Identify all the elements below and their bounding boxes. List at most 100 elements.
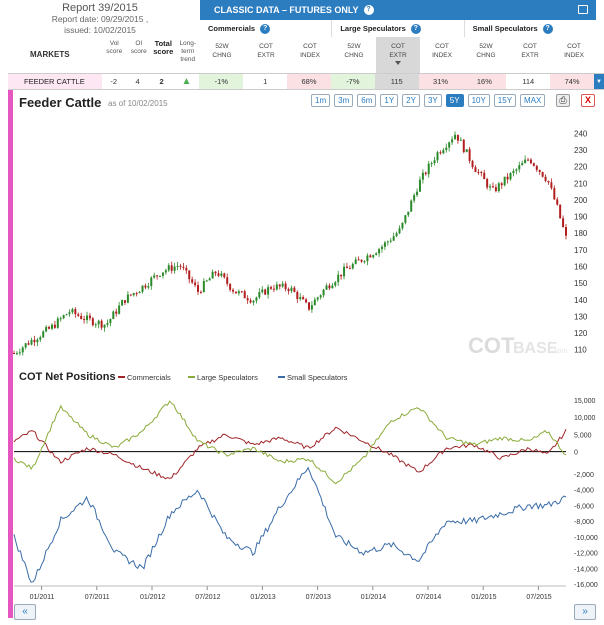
candle-body: [88, 315, 91, 319]
candle-body: [97, 320, 100, 325]
help-icon[interactable]: ?: [260, 23, 271, 34]
candle-body: [421, 172, 424, 180]
price-tick-label: 180: [574, 229, 588, 238]
range-button-2y[interactable]: 2Y: [402, 94, 420, 107]
candle-body: [258, 292, 261, 298]
price-tick-label: 200: [574, 196, 588, 205]
help-icon[interactable]: ?: [542, 23, 553, 34]
group-small-speculators: Small Speculators?: [463, 20, 596, 37]
candle-body: [211, 271, 214, 279]
candle-body: [59, 318, 62, 320]
candle-body: [56, 318, 59, 328]
range-button-1y[interactable]: 1Y: [380, 94, 399, 107]
col-header[interactable]: COT EXTR: [257, 43, 275, 59]
candle-body: [156, 275, 159, 277]
candle-body: [489, 186, 492, 188]
candle-body: [343, 266, 346, 277]
candle-body: [83, 319, 86, 321]
candle-body: [74, 309, 77, 315]
print-icon[interactable]: [578, 5, 588, 14]
candle-body: [337, 274, 340, 283]
col-header[interactable]: 52W CHNG: [212, 43, 232, 59]
cot-tick-label: 5,000: [574, 432, 592, 439]
help-icon[interactable]: ?: [410, 23, 421, 34]
market-row[interactable]: FEEDER CATTLE -2 4 2 ▲ -1% 1 68% -7% 115…: [8, 73, 604, 90]
range-button-max[interactable]: MAX: [520, 94, 546, 107]
candle-body: [217, 273, 220, 276]
chart-as-of: as of 10/02/2015: [108, 99, 168, 108]
candle-body: [182, 266, 185, 268]
col-header[interactable]: COT INDEX: [300, 43, 320, 59]
candle-body: [500, 183, 503, 186]
candle-body: [392, 236, 395, 241]
candle-body: [296, 291, 299, 300]
candle-body: [427, 163, 430, 175]
range-button-3y[interactable]: 3Y: [423, 94, 442, 107]
cot-tick-label: 15,000: [574, 398, 596, 405]
col-header[interactable]: 52W CHNG: [476, 43, 496, 59]
group-commercials: Commercials?: [200, 20, 331, 37]
price-tick-label: 120: [574, 329, 588, 338]
candle-body: [547, 180, 550, 183]
cot-tick-label: -16,000: [574, 582, 598, 589]
candle-body: [325, 285, 328, 290]
candle-body: [33, 339, 36, 343]
candle-body: [378, 249, 381, 254]
comm-cot-extr: 1: [263, 77, 268, 86]
range-button-10y[interactable]: 10Y: [467, 94, 490, 107]
col-header[interactable]: 52W CHNG: [344, 43, 364, 59]
candle-body: [62, 315, 65, 319]
close-chart-button[interactable]: X: [581, 94, 595, 107]
next-page-button[interactable]: »: [574, 604, 596, 620]
col-header[interactable]: COT INDEX: [564, 43, 584, 59]
col-header[interactable]: COT EXTR: [521, 43, 539, 59]
range-button-15y[interactable]: 15Y: [493, 94, 517, 107]
candle-body: [272, 288, 275, 290]
candle-body: [42, 331, 45, 338]
scroll-down-icon[interactable]: ▼: [594, 74, 604, 89]
score-headers: Vol score OI score Total score Long-term…: [102, 40, 200, 70]
candle-body: [389, 240, 392, 242]
candle-body: [194, 282, 197, 286]
candle-body: [544, 176, 547, 181]
candle-body: [497, 183, 500, 192]
trend-cell: ▲: [174, 74, 200, 89]
cot-tick-label: -10,000: [574, 535, 598, 542]
cot-tick-label: 10,000: [574, 415, 596, 422]
candle-body: [281, 283, 284, 287]
range-button-5y[interactable]: 5Y: [445, 94, 464, 107]
comm-cot-index: 68%: [287, 74, 331, 89]
candle-body: [284, 283, 287, 290]
candle-body: [366, 255, 369, 262]
candle-body: [357, 259, 360, 261]
range-button-3m[interactable]: 3m: [334, 94, 354, 107]
cot-panel-title: COT Net Positions: [19, 371, 116, 383]
printer-icon[interactable]: ⎙: [556, 94, 570, 107]
candle-body: [550, 182, 553, 189]
range-buttons: 1m 3m 6m 1Y 2Y 3Y 5Y 10Y 15Y MAX: [311, 94, 546, 107]
candle-body: [161, 272, 164, 276]
candle-body: [521, 163, 524, 166]
candle-body: [170, 265, 173, 271]
prev-page-button[interactable]: «: [14, 604, 36, 620]
sspec-cot-index: 74%: [550, 74, 594, 89]
candle-body: [100, 320, 103, 328]
candle-body: [299, 297, 302, 300]
range-button-6m[interactable]: 6m: [357, 94, 377, 107]
candle-body: [50, 324, 53, 329]
col-header[interactable]: COT INDEX: [432, 43, 452, 59]
vol-score-header: Vol score: [106, 40, 123, 55]
lspec-52w-change: -7%: [330, 74, 375, 89]
candle-body: [214, 271, 217, 274]
candle-body: [512, 170, 515, 174]
market-name[interactable]: FEEDER CATTLE: [8, 74, 102, 89]
price-tick-label: 230: [574, 146, 588, 155]
candle-body: [80, 315, 83, 320]
candle-body: [471, 160, 474, 168]
help-icon[interactable]: ?: [363, 5, 374, 15]
candle-body: [433, 160, 436, 164]
candle-body: [164, 270, 167, 273]
range-button-1m[interactable]: 1m: [311, 94, 331, 107]
col-header-sorted[interactable]: COT EXTR: [376, 37, 420, 73]
candle-body: [436, 152, 439, 161]
